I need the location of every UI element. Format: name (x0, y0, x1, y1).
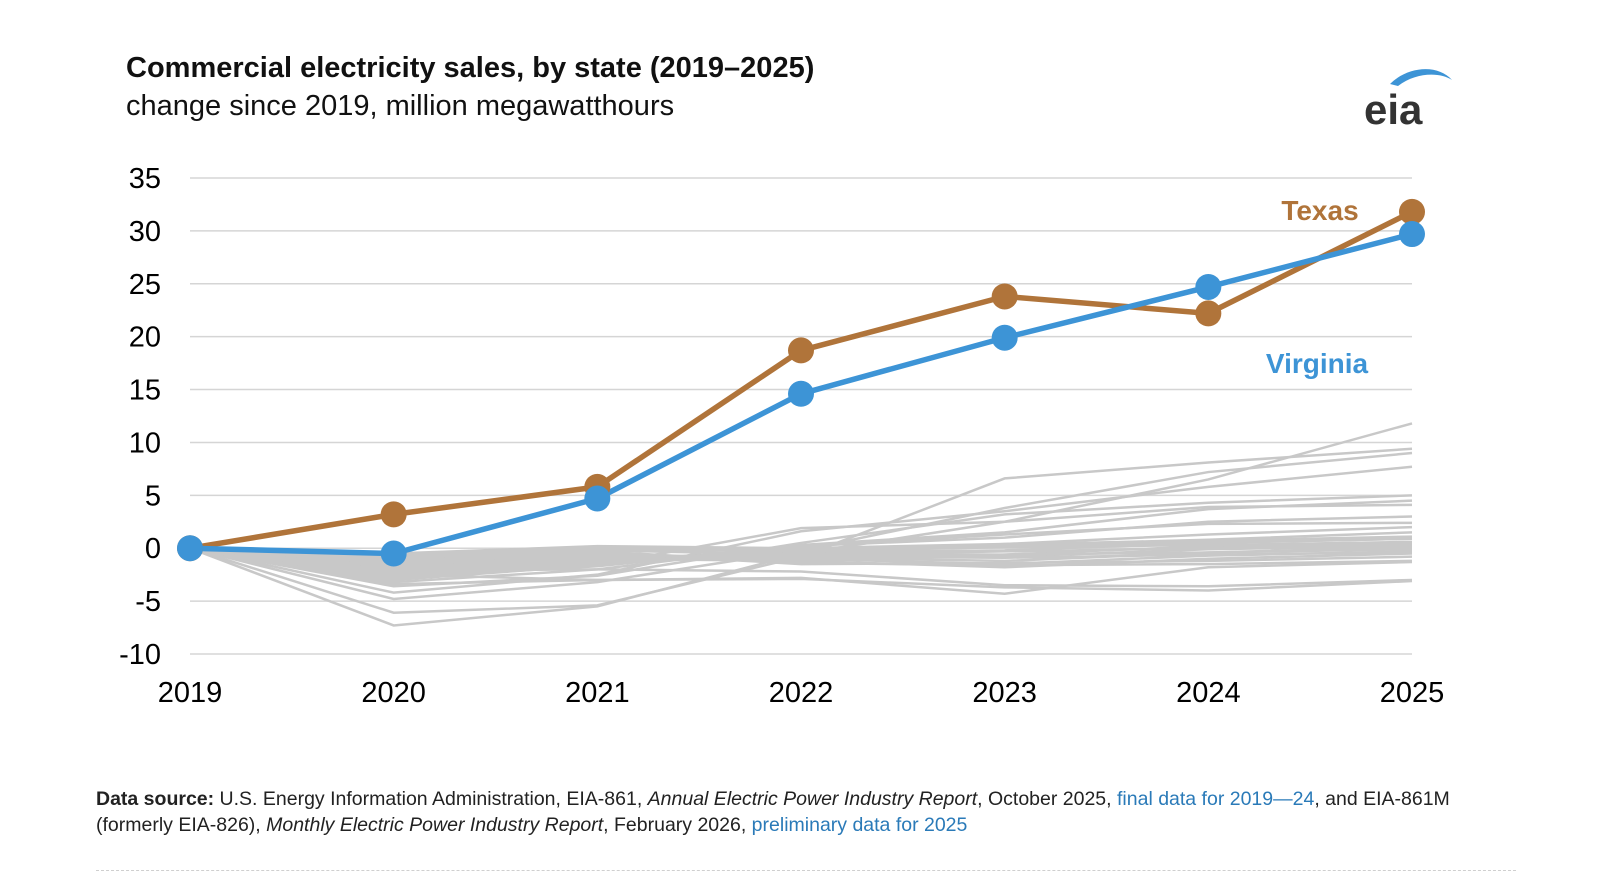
other-states-lines (189, 422, 1413, 627)
data-source-note: Data source: U.S. Energy Information Adm… (96, 786, 1516, 838)
y-tick-label: 15 (129, 375, 161, 407)
source-text-3: , and EIA-861M (formerly EIA-826), (96, 788, 1450, 836)
source-text-2: , October 2025, (977, 788, 1117, 810)
y-tick-label: 20 (129, 322, 161, 354)
source-lead: Data source: (96, 788, 215, 810)
y-tick-label: 10 (129, 427, 161, 459)
other-state-line (189, 503, 1413, 582)
logo-text: eia (1364, 86, 1423, 132)
y-tick-label: 0 (145, 533, 161, 565)
x-tick-label: 2022 (769, 677, 834, 709)
other-state-line (189, 494, 1413, 588)
gridlines (190, 177, 1412, 655)
x-tick-label: 2024 (1176, 677, 1241, 709)
logo-swoosh-icon (1390, 69, 1452, 86)
source-report-1: Annual Electric Power Industry Report (647, 788, 978, 810)
footer-divider (96, 870, 1516, 871)
texas-point (380, 501, 407, 528)
series-labels: Texas Virginia (1266, 195, 1369, 379)
y-tick-label: 5 (145, 480, 161, 512)
virginia-label: Virginia (1266, 348, 1369, 379)
preliminary-data-link[interactable]: preliminary data for 2025 (751, 814, 968, 836)
texas-point (1399, 198, 1425, 225)
texas-point (1195, 300, 1222, 327)
texas-point (991, 283, 1018, 310)
highlighted-series (177, 198, 1425, 567)
virginia-point (788, 380, 814, 407)
y-tick-label: -5 (135, 586, 161, 618)
y-axis-ticks: -10 -5 0 5 10 15 20 25 30 35 (119, 163, 161, 671)
x-axis-ticks: 2019 2020 2021 2022 2023 2024 2025 (158, 677, 1445, 709)
texas-label: Texas (1281, 195, 1358, 226)
other-state-line (189, 465, 1413, 594)
y-tick-label: 30 (129, 216, 161, 248)
virginia-point (177, 535, 203, 562)
source-text-4: , February 2026, (603, 814, 752, 836)
y-tick-label: -10 (119, 639, 161, 671)
source-report-2: Monthly Electric Power Industry Report (266, 814, 604, 836)
virginia-point (1399, 221, 1425, 248)
y-tick-label: 35 (129, 163, 161, 195)
chart-title: Commercial electricity sales, by state (… (126, 52, 815, 84)
y-tick-label: 25 (129, 269, 161, 301)
virginia-point (380, 540, 407, 567)
other-state-line (189, 546, 1413, 592)
virginia-point (991, 324, 1018, 351)
virginia-point (1195, 273, 1222, 300)
eia-logo: eia (1364, 69, 1452, 132)
final-data-link[interactable]: final data for 2019—24 (1117, 788, 1315, 810)
other-state-line (189, 546, 1413, 588)
texas-point (788, 337, 814, 364)
x-tick-label: 2020 (361, 677, 426, 709)
x-tick-label: 2023 (972, 677, 1037, 709)
x-tick-label: 2021 (565, 677, 630, 709)
texas-line (189, 209, 1414, 551)
x-tick-label: 2019 (158, 677, 223, 709)
chart-subtitle: change since 2019, million megawatthours (126, 90, 675, 122)
x-tick-label: 2025 (1380, 677, 1445, 709)
source-text-1: U.S. Energy Information Administration, … (214, 788, 648, 810)
virginia-point (584, 485, 611, 512)
